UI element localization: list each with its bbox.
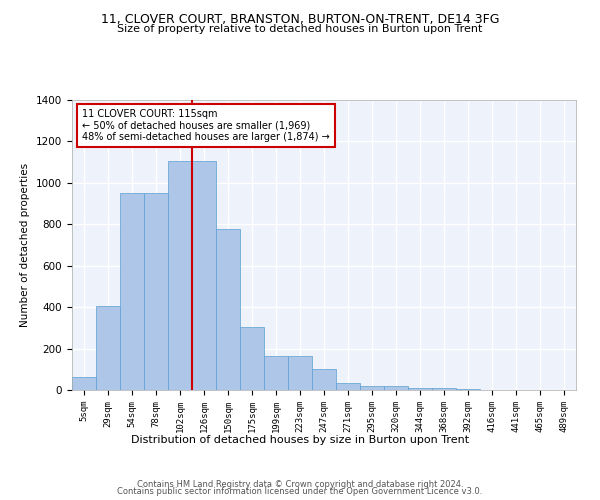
Bar bbox=[408, 388, 432, 390]
Text: Contains public sector information licensed under the Open Government Licence v3: Contains public sector information licen… bbox=[118, 488, 482, 496]
Text: 11 CLOVER COURT: 115sqm
← 50% of detached houses are smaller (1,969)
48% of semi: 11 CLOVER COURT: 115sqm ← 50% of detache… bbox=[82, 108, 330, 142]
Bar bbox=[384, 386, 408, 390]
Text: Contains HM Land Registry data © Crown copyright and database right 2024.: Contains HM Land Registry data © Crown c… bbox=[137, 480, 463, 489]
Bar bbox=[312, 370, 336, 390]
Bar bbox=[432, 388, 456, 390]
Bar bbox=[216, 230, 240, 390]
Bar bbox=[120, 193, 144, 390]
Bar bbox=[288, 356, 312, 390]
Text: Size of property relative to detached houses in Burton upon Trent: Size of property relative to detached ho… bbox=[118, 24, 482, 34]
Bar bbox=[456, 389, 480, 390]
Bar bbox=[264, 356, 288, 390]
Bar bbox=[72, 376, 96, 390]
Bar bbox=[360, 386, 384, 390]
Text: 11, CLOVER COURT, BRANSTON, BURTON-ON-TRENT, DE14 3FG: 11, CLOVER COURT, BRANSTON, BURTON-ON-TR… bbox=[101, 12, 499, 26]
Text: Distribution of detached houses by size in Burton upon Trent: Distribution of detached houses by size … bbox=[131, 435, 469, 445]
Bar bbox=[240, 327, 264, 390]
Y-axis label: Number of detached properties: Number of detached properties bbox=[20, 163, 31, 327]
Bar bbox=[192, 161, 216, 390]
Bar bbox=[96, 306, 120, 390]
Bar bbox=[144, 193, 168, 390]
Bar bbox=[168, 161, 192, 390]
Bar bbox=[336, 383, 360, 390]
